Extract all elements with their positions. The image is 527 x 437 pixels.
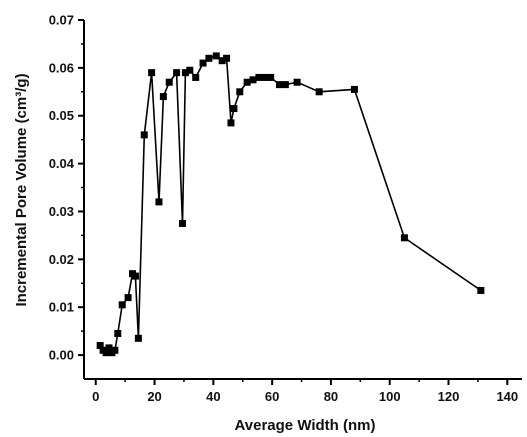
- data-point: [148, 69, 156, 77]
- data-point: [186, 66, 194, 74]
- data-point: [223, 54, 231, 62]
- data-point: [173, 69, 181, 77]
- data-point: [293, 78, 301, 86]
- data-point: [212, 52, 220, 60]
- data-point: [124, 294, 132, 302]
- y-tick-label: 0.06: [49, 60, 74, 75]
- data-point: [165, 78, 173, 86]
- data-point: [131, 272, 139, 280]
- x-tick-label: 140: [496, 389, 518, 404]
- data-point: [181, 69, 189, 77]
- y-axis-title: Incremental Pore Volume (cm³/g): [13, 73, 30, 306]
- x-axis-title: Average Width (nm): [235, 417, 376, 434]
- data-point: [140, 131, 148, 139]
- data-point: [477, 286, 485, 294]
- x-tick-label: 0: [92, 389, 99, 404]
- data-point: [267, 73, 275, 81]
- y-tick-label: 0.07: [49, 13, 74, 28]
- data-point: [281, 81, 289, 89]
- y-tick-label: 0.02: [49, 252, 74, 267]
- axes: 0 20 40 60 80 100 120 140 0.00 0.01 0.02 0.03 0.04 0.…: [49, 13, 522, 404]
- x-tick-label: 80: [324, 389, 338, 404]
- data-point: [350, 85, 358, 93]
- data-point: [199, 59, 207, 67]
- data-point: [261, 73, 269, 81]
- data-point: [192, 73, 200, 81]
- data-point: [114, 330, 122, 338]
- data-point: [205, 54, 213, 62]
- data-point: [315, 88, 323, 96]
- data-point: [118, 301, 126, 309]
- data-point: [105, 344, 113, 352]
- x-tick-label: 100: [379, 389, 401, 404]
- y-tick-label: 0.04: [49, 156, 75, 171]
- y-tick-label: 0.00: [49, 348, 74, 363]
- data-point: [243, 78, 251, 86]
- data-point: [236, 88, 244, 96]
- data-point: [275, 81, 283, 89]
- y-tick-label: 0.01: [49, 300, 74, 315]
- x-tick-label: 60: [265, 389, 279, 404]
- data-point: [249, 76, 257, 84]
- data-point: [400, 234, 408, 242]
- data-point: [111, 346, 119, 354]
- data-point: [134, 334, 142, 342]
- data-point: [159, 93, 167, 101]
- data-point: [227, 119, 235, 127]
- data-layer: [96, 52, 485, 357]
- x-tick-label: 120: [438, 389, 460, 404]
- y-tick-label: 0.05: [49, 108, 74, 123]
- data-point: [230, 105, 238, 113]
- data-point: [155, 198, 163, 206]
- data-point: [255, 73, 263, 81]
- x-tick-label: 40: [206, 389, 220, 404]
- data-point: [102, 349, 110, 357]
- data-point: [218, 57, 226, 65]
- data-point: [96, 341, 104, 349]
- data-point: [178, 219, 186, 227]
- x-tick-label: 20: [147, 389, 161, 404]
- y-tick-label: 0.03: [49, 204, 74, 219]
